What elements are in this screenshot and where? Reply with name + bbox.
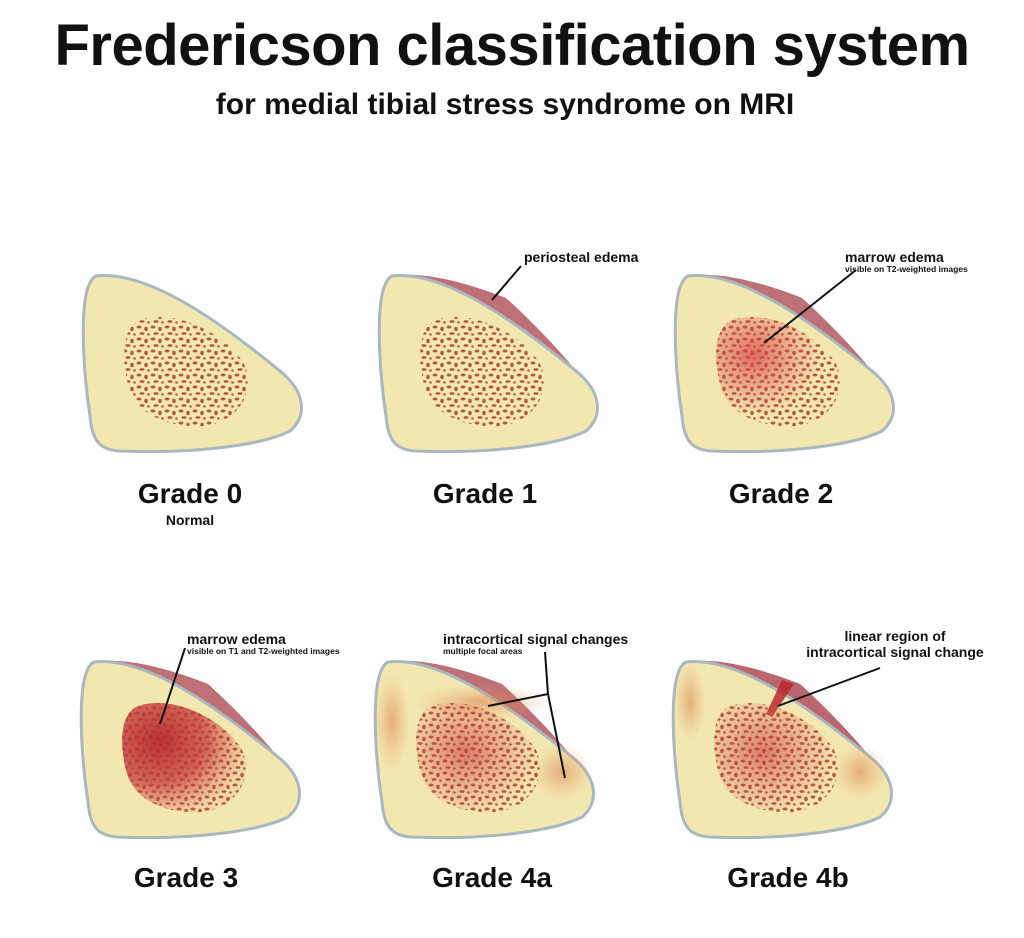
grade-0-label: Grade 0 xyxy=(137,478,243,509)
grade-1-bone xyxy=(377,274,599,454)
g2-annotation-main: marrow edema xyxy=(845,249,944,265)
g3-annotation-detail: visible on T1 and T2-weighted images xyxy=(187,646,340,657)
g4b-annotation-line1: linear region of xyxy=(844,628,946,644)
g1-leader-line xyxy=(491,265,522,301)
g2-annotation-detail: visible on T2-weighted images xyxy=(845,264,968,275)
g4b-annotation-line2: intracortical signal change xyxy=(806,644,984,661)
g3-annotation: marrow edema visible on T1 and T2-weight… xyxy=(187,631,340,657)
grade-4a-label: Grade 4a xyxy=(432,862,552,893)
page-subtitle: for medial tibial stress syndrome on MRI xyxy=(215,88,795,121)
g3-annotation-main: marrow edema xyxy=(187,631,286,647)
g4a-annotation: intracortical signal changes multiple fo… xyxy=(443,631,628,657)
g1-annotation-main: periosteal edema xyxy=(524,249,639,265)
grade-4a-bone xyxy=(373,660,595,840)
grade-2-bone xyxy=(673,274,895,454)
grade-2-label: Grade 2 xyxy=(728,478,834,509)
g3-leader-line xyxy=(159,647,186,725)
g1-annotation: periosteal edema xyxy=(524,249,638,265)
g4a-annotation-main: intracortical signal changes xyxy=(443,631,629,647)
grade-3-label: Grade 3 xyxy=(133,862,239,893)
g4b-annotation: linear region of intracortical signal ch… xyxy=(790,628,1000,660)
grade-3-bone xyxy=(79,660,301,840)
g4a-annotation-detail: multiple focal areas xyxy=(443,646,523,657)
g4b-leader-line xyxy=(777,667,881,707)
grade-0-bone xyxy=(81,274,303,454)
g2-annotation: marrow edema visible on T2-weighted imag… xyxy=(845,249,968,275)
grade-4b-bone xyxy=(671,660,893,840)
g4a-leader-top xyxy=(544,651,549,695)
page-title: Fredericson classification system xyxy=(54,13,970,78)
g2-leader-line xyxy=(763,269,857,344)
grade-4b-label: Grade 4b xyxy=(727,862,849,893)
grade-1-label: Grade 1 xyxy=(432,478,538,509)
grade-0-sublabel: Normal xyxy=(165,512,215,528)
